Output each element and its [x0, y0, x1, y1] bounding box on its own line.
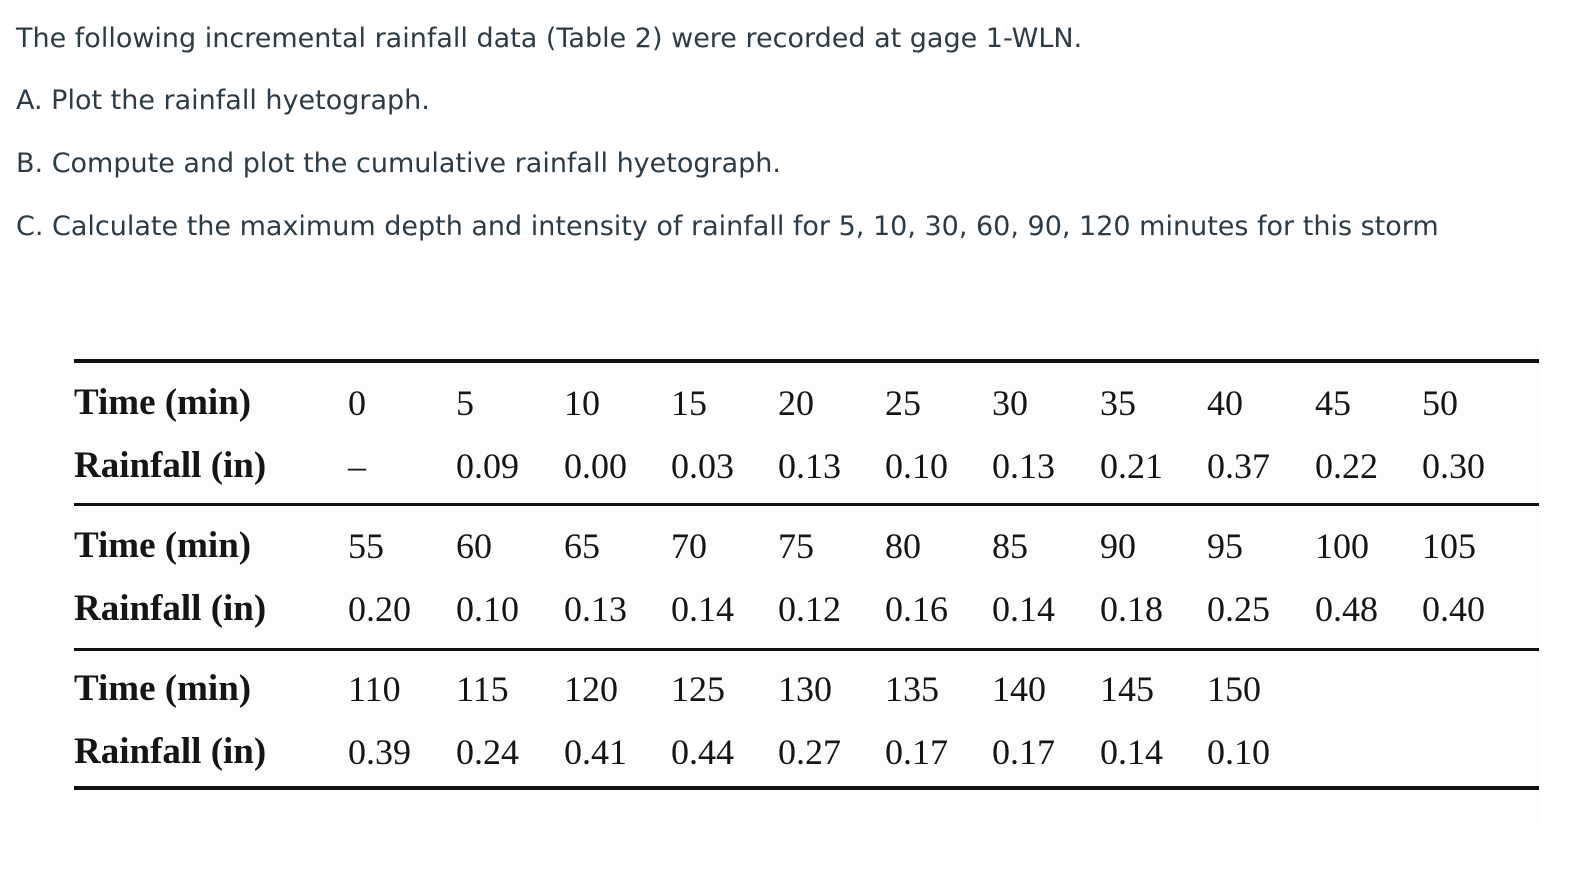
time-cell: 5 — [456, 383, 474, 423]
time-cell: 100 — [1315, 526, 1369, 566]
time-cell: 25 — [885, 383, 921, 423]
time-cell: 10 — [564, 383, 600, 423]
rainfall-row-label: Rainfall (in) — [74, 731, 267, 772]
rainfall-table: Time (min) Rainfall (in) Time (min) Rain… — [40, 345, 1540, 830]
time-cell: 95 — [1207, 526, 1243, 566]
time-row-label: Time (min) — [74, 525, 252, 566]
part-a-text: A. Plot the rainfall hyetograph. — [16, 85, 430, 116]
time-cell: 0 — [348, 383, 366, 423]
time-cell: 85 — [992, 526, 1028, 566]
rainfall-cell: 0.14 — [992, 589, 1055, 629]
time-cell: 125 — [671, 669, 725, 709]
rainfall-cell: 0.14 — [1100, 732, 1163, 772]
part-b-text: B. Compute and plot the cumulative rainf… — [16, 148, 781, 179]
rainfall-cell: 0.03 — [671, 446, 734, 486]
rainfall-cell: 0.41 — [564, 732, 627, 772]
time-cell: 20 — [778, 383, 814, 423]
rainfall-cell: 0.30 — [1422, 446, 1485, 486]
time-cell: 40 — [1207, 383, 1243, 423]
time-cell: 60 — [456, 526, 492, 566]
rainfall-cell: 0.13 — [992, 446, 1055, 486]
rainfall-cell: 0.10 — [456, 589, 519, 629]
time-cell: 65 — [564, 526, 600, 566]
rainfall-cell: 0.40 — [1422, 589, 1485, 629]
time-cell: 35 — [1100, 383, 1136, 423]
time-cell: 135 — [885, 669, 939, 709]
time-cell: 105 — [1422, 526, 1476, 566]
question-intro: The following incremental rainfall data … — [16, 23, 1083, 54]
rainfall-cell: 0.48 — [1315, 589, 1378, 629]
rainfall-cell: 0.17 — [885, 732, 948, 772]
rainfall-cell: 0.17 — [992, 732, 1055, 772]
time-cell: 30 — [992, 383, 1028, 423]
block-divider-rule — [74, 648, 1539, 651]
time-cell: 15 — [671, 383, 707, 423]
time-cell: 130 — [778, 669, 832, 709]
time-row-label: Time (min) — [74, 668, 252, 709]
rainfall-cell: 0.27 — [778, 732, 841, 772]
rainfall-cell: 0.16 — [885, 589, 948, 629]
time-cell: 150 — [1207, 669, 1261, 709]
time-cell: 45 — [1315, 383, 1351, 423]
rainfall-cell: 0.12 — [778, 589, 841, 629]
time-row-label: Time (min) — [74, 382, 252, 423]
rainfall-cell: 0.37 — [1207, 446, 1270, 486]
time-cell: 115 — [456, 669, 509, 709]
time-cell: 50 — [1422, 383, 1458, 423]
rainfall-cell: 0.21 — [1100, 446, 1163, 486]
rainfall-cell: 0.10 — [1207, 732, 1270, 772]
rainfall-cell: 0.20 — [348, 589, 411, 629]
rainfall-cell: 0.44 — [671, 732, 734, 772]
time-cell: 80 — [885, 526, 921, 566]
time-cell: 145 — [1100, 669, 1154, 709]
rainfall-cell: 0.22 — [1315, 446, 1378, 486]
rainfall-cell: 0.13 — [778, 446, 841, 486]
rainfall-cell: 0.10 — [885, 446, 948, 486]
rainfall-cell: 0.39 — [348, 732, 411, 772]
part-c-text: C. Calculate the maximum depth and inten… — [16, 211, 1439, 242]
time-cell: 110 — [348, 669, 401, 709]
table-bottom-rule — [74, 786, 1539, 790]
rainfall-cell: 0.25 — [1207, 589, 1270, 629]
time-cell: 140 — [992, 669, 1046, 709]
time-cell: 120 — [564, 669, 618, 709]
rainfall-cell: 0.13 — [564, 589, 627, 629]
rainfall-cell: 0.14 — [671, 589, 734, 629]
time-cell: 90 — [1100, 526, 1136, 566]
rainfall-row-label: Rainfall (in) — [74, 445, 267, 486]
time-cell: 75 — [778, 526, 814, 566]
rainfall-cell: 0.24 — [456, 732, 519, 772]
rainfall-cell: 0.18 — [1100, 589, 1163, 629]
rainfall-row-label: Rainfall (in) — [74, 588, 267, 629]
time-cell: 55 — [348, 526, 384, 566]
block-divider-rule — [74, 503, 1539, 506]
table-top-rule — [74, 359, 1539, 363]
rainfall-cell: – — [348, 446, 366, 486]
rainfall-cell: 0.09 — [456, 446, 519, 486]
time-cell: 70 — [671, 526, 707, 566]
rainfall-cell: 0.00 — [564, 446, 627, 486]
